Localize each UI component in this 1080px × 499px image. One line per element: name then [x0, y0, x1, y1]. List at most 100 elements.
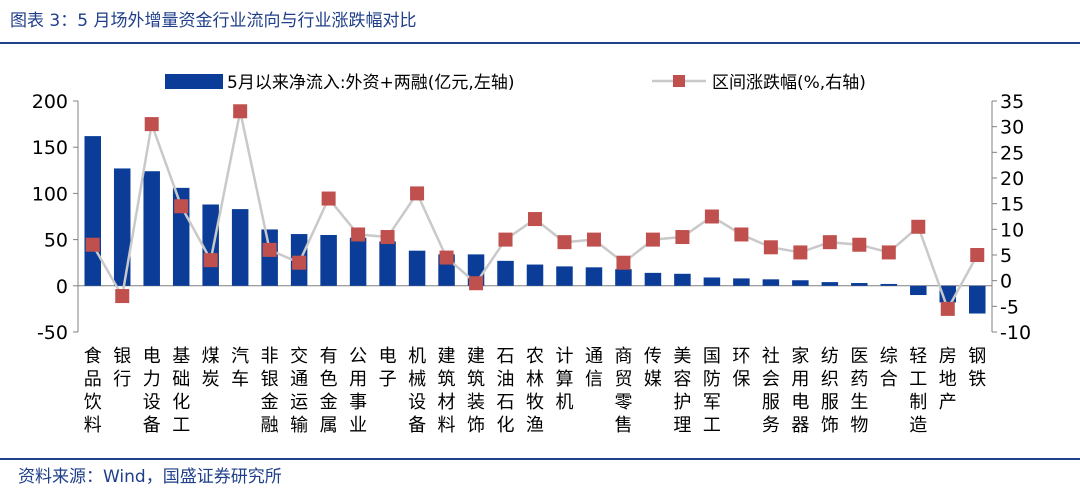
category-label: 建筑装饰 [467, 346, 485, 436]
marker-纺织服饰 [822, 235, 837, 250]
category-label: 综合 [880, 346, 898, 390]
bar-环保 [733, 278, 750, 286]
category-label: 煤炭 [202, 346, 220, 390]
category-label: 商贸零售 [614, 346, 632, 436]
bar-商贸零售 [615, 269, 632, 286]
bar-煤炭 [202, 204, 219, 286]
marker-通信 [586, 232, 601, 247]
category-label: 建筑材料 [438, 346, 456, 436]
marker-建筑材料 [439, 250, 454, 265]
marker-钢铁 [970, 248, 985, 262]
category-label: 非银金融 [261, 346, 279, 436]
category-label: 通信 [585, 346, 603, 390]
left-tick-label: -50 [37, 322, 68, 344]
category-label: 纺织服饰 [821, 346, 839, 436]
category-label: 房地产 [939, 346, 957, 413]
left-tick-label: 0 [56, 276, 68, 298]
legend-line-marker [673, 75, 685, 87]
marker-房地产 [940, 301, 955, 316]
marker-农林牧渔 [528, 212, 542, 227]
marker-美容护理 [675, 230, 690, 245]
category-label: 环保 [732, 346, 750, 390]
bar-series [84, 136, 986, 314]
marker-有色金属 [321, 191, 336, 206]
right-tick-label: -10 [1000, 322, 1031, 344]
category-label: 医药生物 [850, 346, 868, 436]
bar-医药生物 [851, 283, 868, 286]
left-tick-label: 200 [32, 91, 68, 113]
marker-煤炭 [203, 253, 218, 268]
left-tick-label: 100 [32, 183, 68, 205]
marker-基础化工 [174, 199, 189, 214]
bar-国防军工 [703, 277, 721, 286]
marker-国防军工 [704, 209, 719, 224]
bar-通信 [585, 267, 603, 286]
right-tick-label: 10 [1000, 219, 1024, 241]
bar-公用事业 [349, 237, 367, 286]
bar-电力设备 [143, 171, 160, 286]
right-tick-label: 15 [1000, 194, 1024, 216]
category-label: 农林牧渔 [526, 346, 544, 436]
marker-公用事业 [351, 227, 366, 242]
bar-石油石化 [497, 260, 514, 286]
marker-社会服务 [763, 240, 778, 255]
bar-综合 [880, 283, 898, 286]
marker-传媒 [645, 232, 660, 247]
legend-line-label: 区间涨跌幅(%,右轴) [712, 73, 866, 93]
bar-有色金属 [320, 234, 337, 286]
category-label: 电子 [379, 346, 397, 390]
left-tick-label: 50 [44, 230, 68, 252]
marker-医药生物 [852, 237, 867, 252]
figure-title: 图表 3：5 月场外增量资金行业流向与行业涨跌幅对比 [10, 11, 417, 31]
bar-钢铁 [969, 285, 986, 314]
bar-家用电器 [792, 280, 809, 286]
line-series [85, 104, 985, 316]
marker-电力设备 [144, 117, 159, 132]
marker-家用电器 [793, 245, 808, 260]
category-label: 交通运输 [290, 346, 308, 436]
bar-农林牧渔 [526, 264, 544, 286]
category-label: 轻工制造 [909, 346, 927, 436]
category-label: 石油石化 [497, 346, 515, 436]
marker-交通运输 [292, 255, 307, 270]
marker-食品饮料 [85, 237, 100, 252]
marker-商贸零售 [616, 255, 631, 270]
marker-电子 [380, 230, 395, 245]
bar-非银金融 [261, 229, 278, 286]
right-tick-label: 0 [1000, 271, 1012, 293]
bar-社会服务 [762, 279, 780, 286]
category-label: 基础化工 [172, 346, 190, 436]
right-tick-label: 20 [1000, 168, 1024, 190]
category-label: 公用事业 [349, 346, 367, 436]
marker-银行 [115, 289, 130, 304]
marker-建筑装饰 [469, 276, 484, 291]
legend-bar-swatch [165, 74, 223, 89]
legend-bar-label: 5月以来净流入:外资+两融(亿元,左轴) [227, 73, 514, 93]
bar-计算机 [556, 266, 573, 286]
category-label: 社会服务 [762, 346, 780, 436]
legend: 5月以来净流入:外资+两融(亿元,左轴) 区间涨跌幅(%,右轴) [165, 73, 866, 93]
category-label: 计算机 [555, 346, 573, 413]
bar-轻工制造 [910, 285, 927, 296]
marker-非银金融 [262, 242, 277, 257]
right-tick-label: 5 [1000, 245, 1012, 267]
source-note: 资料来源：Wind，国盛证券研究所 [18, 467, 282, 487]
category-label: 国防军工 [703, 346, 721, 436]
category-label: 钢铁 [968, 346, 986, 390]
bar-传媒 [644, 272, 662, 286]
category-label: 银行 [113, 346, 131, 390]
bar-电子 [379, 241, 396, 286]
marker-轻工制造 [911, 219, 926, 234]
marker-计算机 [557, 235, 572, 250]
category-label: 家用电器 [791, 346, 809, 436]
marker-汽车 [233, 104, 248, 119]
category-label: 有色金属 [320, 346, 338, 436]
category-label: 食品饮料 [84, 346, 102, 436]
category-label: 美容护理 [673, 346, 691, 436]
bar-美容护理 [674, 273, 691, 286]
marker-机械设备 [410, 186, 425, 201]
bar-纺织服饰 [821, 282, 839, 286]
right-tick-label: 25 [1000, 142, 1024, 164]
